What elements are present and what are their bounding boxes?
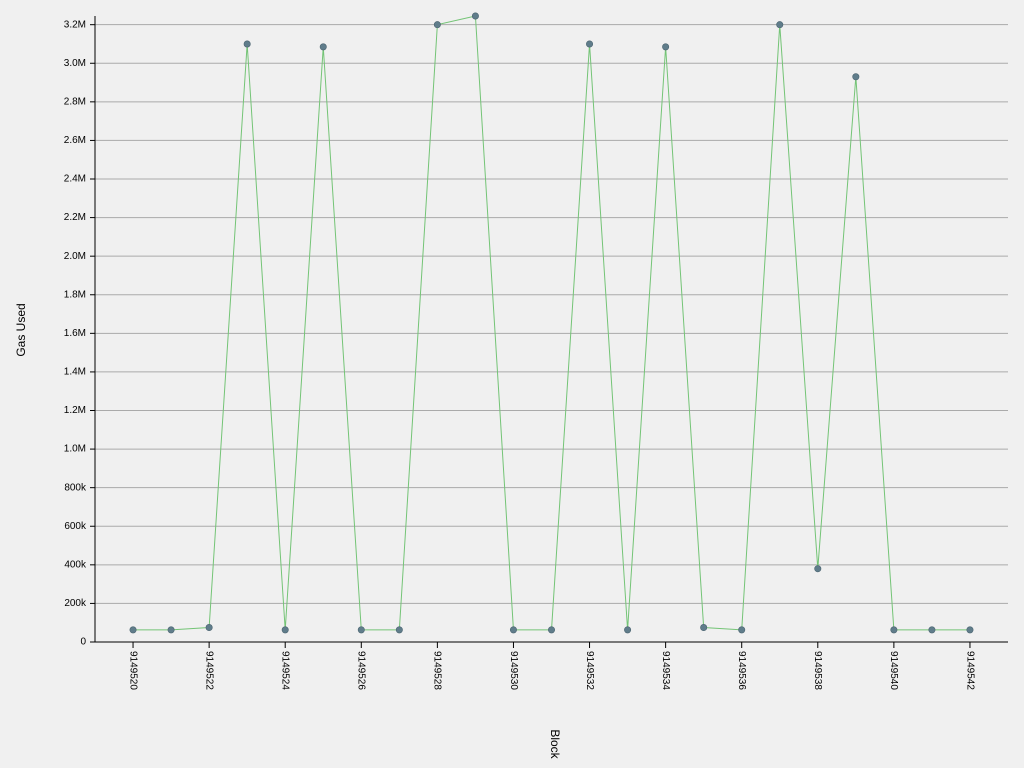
y-tick-label: 1.6M bbox=[64, 328, 86, 339]
data-point bbox=[662, 43, 670, 51]
data-point bbox=[205, 624, 213, 632]
data-point bbox=[509, 626, 517, 634]
y-tick-label: 0 bbox=[80, 637, 86, 648]
x-tick-label: 9149530 bbox=[508, 651, 519, 690]
x-tick-label: 9149534 bbox=[660, 651, 671, 690]
data-point bbox=[966, 626, 974, 634]
y-tick-label: 1.4M bbox=[64, 367, 86, 378]
x-tick-label: 9149520 bbox=[127, 651, 138, 690]
data-point bbox=[852, 73, 860, 81]
x-axis-label: Block bbox=[548, 729, 562, 759]
y-tick-label: 800k bbox=[64, 482, 87, 493]
y-tick-label: 400k bbox=[64, 559, 87, 570]
data-point bbox=[433, 21, 441, 29]
data-point bbox=[738, 626, 746, 634]
x-tick-label: 9149532 bbox=[584, 651, 595, 690]
x-tick-label: 9149522 bbox=[203, 651, 214, 690]
data-point bbox=[471, 12, 479, 20]
data-point bbox=[814, 565, 822, 573]
series-line bbox=[133, 15, 970, 631]
data-point bbox=[547, 626, 555, 634]
y-grid-lines bbox=[95, 24, 1008, 604]
y-tick-label: 1.0M bbox=[64, 444, 86, 455]
x-tick-label: 9149538 bbox=[812, 651, 823, 690]
data-point bbox=[167, 626, 175, 634]
data-point bbox=[890, 626, 898, 634]
y-axis: 0 200k 400k 600k 800k 1.0M 1.2M 1.4M 1.6M 1.8M 2.0… bbox=[64, 16, 96, 648]
y-tick-label: 1.2M bbox=[64, 405, 86, 416]
data-point bbox=[319, 43, 327, 51]
x-tick-label: 9149536 bbox=[736, 651, 747, 690]
y-tick-label: 3.0M bbox=[64, 58, 86, 69]
x-axis: 9149520 9149522 9149524 9149526 9149528 91495… bbox=[95, 641, 1008, 690]
x-tick-label: 9149526 bbox=[356, 651, 367, 690]
y-tick-label: 2.4M bbox=[64, 174, 86, 185]
data-point bbox=[624, 626, 632, 634]
data-point bbox=[776, 21, 784, 29]
data-point bbox=[700, 624, 708, 632]
x-tick-label: 9149528 bbox=[432, 651, 443, 690]
y-tick-label: 1.8M bbox=[64, 289, 86, 300]
data-point bbox=[243, 40, 251, 48]
x-tick-label: 9149524 bbox=[280, 651, 291, 690]
data-point bbox=[395, 626, 403, 634]
y-tick-label: 2.0M bbox=[64, 251, 86, 262]
data-point bbox=[586, 40, 594, 48]
y-axis-label: Gas Used bbox=[14, 303, 28, 356]
y-tick-label: 3.2M bbox=[64, 19, 86, 30]
data-point bbox=[928, 626, 936, 634]
data-point bbox=[129, 626, 137, 634]
y-tick-label: 600k bbox=[64, 521, 87, 532]
y-tick-label: 2.8M bbox=[64, 96, 86, 107]
data-point bbox=[281, 626, 289, 634]
y-tick-label: 200k bbox=[64, 598, 87, 609]
y-tick-label: 2.6M bbox=[64, 135, 86, 146]
x-tick-label: 9149540 bbox=[888, 651, 899, 690]
data-point bbox=[357, 626, 365, 634]
series-gas-used bbox=[129, 12, 974, 634]
x-tick-label: 9149542 bbox=[964, 651, 975, 690]
y-tick-label: 2.2M bbox=[64, 212, 86, 223]
